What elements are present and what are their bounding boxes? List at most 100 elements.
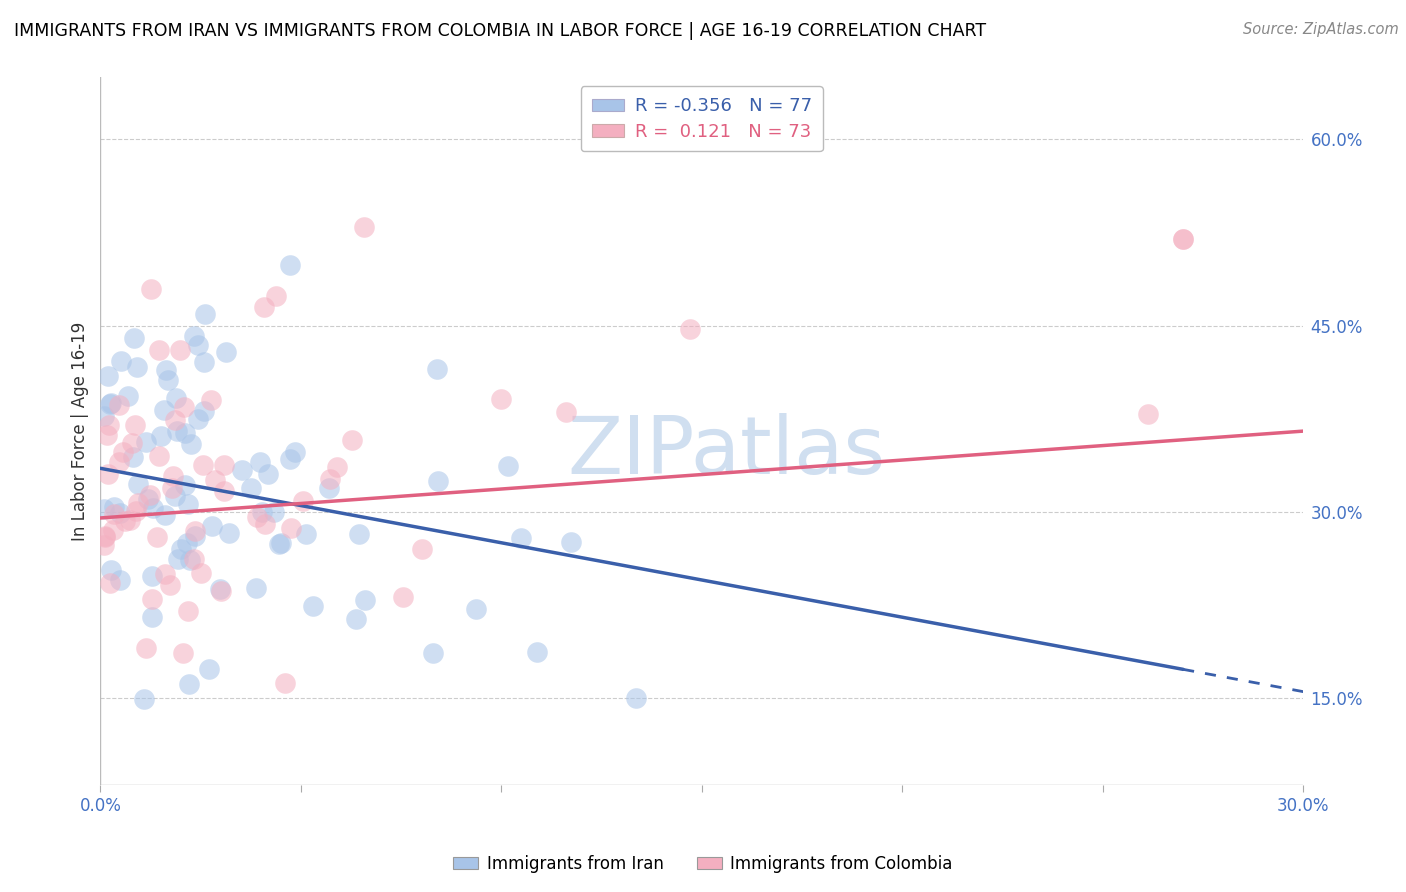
Point xyxy=(153,402,176,417)
Point xyxy=(560,535,582,549)
Point xyxy=(135,434,157,449)
Point xyxy=(201,518,224,533)
Point xyxy=(122,331,145,345)
Point xyxy=(354,592,377,607)
Point xyxy=(411,542,433,557)
Point xyxy=(103,500,125,515)
Text: ZIPatlas: ZIPatlas xyxy=(567,413,884,491)
Text: Source: ZipAtlas.com: Source: ZipAtlas.com xyxy=(1243,22,1399,37)
Point xyxy=(172,646,194,660)
Point xyxy=(510,532,533,546)
Point xyxy=(103,507,125,521)
Point xyxy=(155,508,177,523)
Point xyxy=(489,392,512,406)
Point xyxy=(264,289,287,303)
Point xyxy=(1171,232,1194,246)
Point xyxy=(183,328,205,343)
Point xyxy=(246,510,269,524)
Point xyxy=(212,458,235,473)
Point xyxy=(165,413,187,427)
Point xyxy=(93,502,115,516)
Point xyxy=(1171,232,1194,246)
Point xyxy=(139,282,162,296)
Point xyxy=(263,505,285,519)
Point xyxy=(177,677,200,691)
Point xyxy=(270,535,292,549)
Point xyxy=(118,513,141,527)
Point xyxy=(127,477,149,491)
Point xyxy=(156,373,179,387)
Point xyxy=(183,551,205,566)
Point xyxy=(249,455,271,469)
Point xyxy=(100,563,122,577)
Text: IMMIGRANTS FROM IRAN VS IMMIGRANTS FROM COLOMBIA IN LABOR FORCE | AGE 16-19 CORR: IMMIGRANTS FROM IRAN VS IMMIGRANTS FROM … xyxy=(14,22,986,40)
Point xyxy=(141,569,163,583)
Point xyxy=(100,396,122,410)
Point xyxy=(94,529,117,543)
Point xyxy=(198,662,221,676)
Point xyxy=(254,517,277,532)
Point xyxy=(200,392,222,407)
Point xyxy=(280,258,302,272)
Point xyxy=(96,428,118,442)
Point xyxy=(426,362,449,376)
Point xyxy=(176,497,198,511)
Point xyxy=(215,345,238,359)
Point xyxy=(318,472,340,486)
Point xyxy=(465,602,488,616)
Point xyxy=(108,506,131,520)
Point xyxy=(108,398,131,412)
Point xyxy=(253,300,276,314)
Point xyxy=(117,389,139,403)
Point xyxy=(193,355,215,369)
Point xyxy=(121,436,143,450)
Point xyxy=(177,604,200,618)
Point xyxy=(554,405,576,419)
Point xyxy=(103,523,125,537)
Point xyxy=(292,494,315,508)
Point xyxy=(301,599,323,614)
Point xyxy=(98,575,121,590)
Point xyxy=(184,529,207,543)
Point xyxy=(239,481,262,495)
Point xyxy=(624,691,647,706)
Legend: R = -0.356   N = 77, R =  0.121   N = 73: R = -0.356 N = 77, R = 0.121 N = 73 xyxy=(581,87,823,152)
Point xyxy=(97,369,120,384)
Point xyxy=(97,467,120,482)
Point xyxy=(256,467,278,482)
Point xyxy=(280,521,302,535)
Point xyxy=(250,505,273,519)
Point xyxy=(278,451,301,466)
Point xyxy=(214,484,236,499)
Point xyxy=(194,307,217,321)
Point xyxy=(148,343,170,357)
Point xyxy=(187,412,209,426)
Point xyxy=(426,474,449,488)
Point xyxy=(110,354,132,368)
Point xyxy=(193,403,215,417)
Point xyxy=(93,538,115,552)
Point xyxy=(496,459,519,474)
Point xyxy=(392,591,415,605)
Point xyxy=(170,541,193,556)
Point xyxy=(267,537,290,551)
Point xyxy=(135,641,157,656)
Point xyxy=(159,578,181,592)
Point xyxy=(344,611,367,625)
Point xyxy=(284,445,307,459)
Point xyxy=(127,495,149,509)
Point xyxy=(422,646,444,660)
Point xyxy=(146,529,169,543)
Point xyxy=(121,450,143,464)
Point xyxy=(1137,407,1160,421)
Point xyxy=(274,676,297,690)
Point xyxy=(98,418,121,433)
Point xyxy=(208,582,231,596)
Point xyxy=(136,491,159,506)
Point xyxy=(141,610,163,624)
Point xyxy=(127,359,149,374)
Point xyxy=(318,481,340,495)
Point xyxy=(174,426,197,441)
Legend: Immigrants from Iran, Immigrants from Colombia: Immigrants from Iran, Immigrants from Co… xyxy=(447,848,959,880)
Point xyxy=(173,400,195,414)
